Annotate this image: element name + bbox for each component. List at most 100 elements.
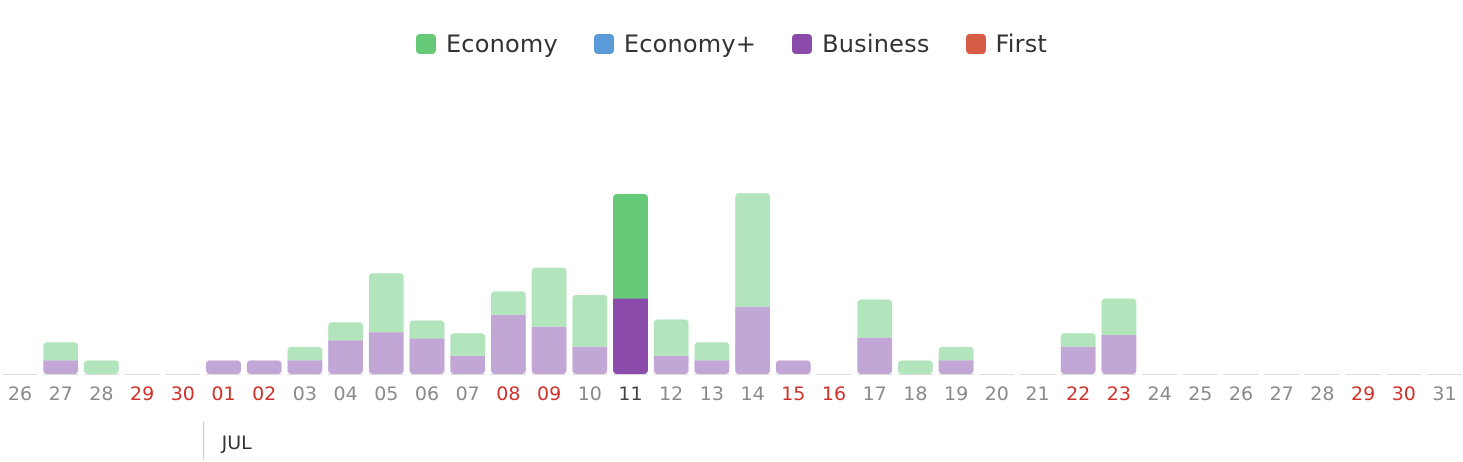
bar-segment-business bbox=[653, 355, 689, 374]
bar-segment-business bbox=[450, 355, 486, 374]
bar-group-05-9[interactable] bbox=[368, 273, 404, 374]
bar-group-04-8[interactable] bbox=[328, 322, 364, 374]
economy-swatch-icon bbox=[415, 34, 436, 54]
bar-segment-business bbox=[287, 360, 323, 374]
legend-label: First bbox=[995, 30, 1048, 58]
bar-group-18-22[interactable] bbox=[897, 360, 933, 374]
bar-group-28-2[interactable] bbox=[83, 360, 119, 374]
tick-label: 02 bbox=[252, 383, 276, 405]
bar-group-12-16[interactable] bbox=[653, 319, 689, 374]
bar-group-03-7[interactable] bbox=[287, 346, 323, 374]
first-swatch-icon bbox=[965, 34, 986, 54]
bar-segment-economy bbox=[694, 342, 730, 361]
tick-label: 10 bbox=[578, 383, 602, 405]
legend-item-business[interactable]: Business bbox=[792, 30, 929, 58]
bar-segment-economy bbox=[1060, 333, 1096, 347]
tick-label: 30 bbox=[1392, 383, 1416, 405]
bar-segment-economy bbox=[409, 320, 445, 339]
bar-segment-economy bbox=[490, 291, 526, 315]
tick-label: 17 bbox=[863, 383, 887, 405]
bar-segment-business bbox=[572, 346, 608, 374]
bar-segment-economy bbox=[572, 294, 608, 347]
legend-label: Economy bbox=[445, 30, 558, 58]
bar-segment-economy bbox=[735, 193, 771, 307]
economy-plus-swatch-icon bbox=[593, 34, 614, 54]
bar-segment-business bbox=[43, 360, 79, 374]
legend-label: Business bbox=[822, 30, 930, 58]
bar-segment-economy bbox=[653, 319, 689, 356]
bar-segment-business bbox=[409, 338, 445, 374]
bar-segment-business bbox=[206, 360, 241, 374]
tick-label: 26 bbox=[1229, 383, 1253, 405]
bar-group-23-27[interactable] bbox=[1101, 298, 1137, 374]
bar-group-07-11[interactable] bbox=[450, 333, 486, 374]
bar-segment-economy bbox=[450, 333, 486, 356]
tick-label: 15 bbox=[781, 383, 805, 405]
bar-segment-economy bbox=[287, 346, 323, 361]
tick-label: 26 bbox=[8, 383, 32, 405]
bar-group-09-13[interactable] bbox=[531, 267, 567, 374]
tick-label: 09 bbox=[537, 383, 561, 405]
tick-label: 18 bbox=[903, 383, 927, 405]
bar-group-08-12[interactable] bbox=[490, 291, 526, 374]
tick-label: 01 bbox=[211, 383, 235, 405]
bar-segment-economy bbox=[897, 360, 933, 374]
tick-label: 27 bbox=[49, 383, 73, 405]
tick-label: 29 bbox=[130, 383, 154, 405]
bar-segment-economy bbox=[857, 299, 893, 338]
bar-segment-business bbox=[735, 306, 771, 374]
business-swatch-icon bbox=[792, 34, 813, 54]
bar-segment-business bbox=[938, 360, 974, 374]
bar-segment-business bbox=[1060, 346, 1096, 374]
bar-group-27-1[interactable] bbox=[43, 342, 79, 374]
tick-label: 04 bbox=[334, 383, 358, 405]
bar-group-11-15[interactable] bbox=[613, 194, 648, 374]
tick-label: 31 bbox=[1432, 383, 1456, 405]
tick-label: 24 bbox=[1148, 383, 1172, 405]
bar-segment-business bbox=[368, 332, 404, 374]
tick-label: 29 bbox=[1351, 383, 1375, 405]
tick-label: 30 bbox=[171, 383, 195, 405]
bar-segment-business bbox=[328, 340, 364, 374]
legend-label: Economy+ bbox=[623, 30, 757, 58]
tick-label: 12 bbox=[659, 383, 683, 405]
tick-label: 11 bbox=[618, 383, 642, 405]
bar-segment-economy bbox=[938, 346, 974, 361]
bar-group-02-6[interactable] bbox=[246, 360, 282, 374]
tick-label: 28 bbox=[89, 383, 113, 405]
bar-segment-economy bbox=[328, 322, 364, 341]
tick-label: 05 bbox=[374, 383, 398, 405]
bar-segment-business bbox=[531, 326, 567, 374]
tick-label: 03 bbox=[293, 383, 317, 405]
legend-item-economy[interactable]: Economy bbox=[415, 30, 558, 58]
month-label: JUL bbox=[221, 432, 253, 454]
bar-segment-economy bbox=[1101, 298, 1137, 335]
tick-label: 06 bbox=[415, 383, 439, 405]
tick-label: 21 bbox=[1025, 383, 1049, 405]
bar-group-15-19[interactable] bbox=[775, 360, 811, 374]
tick-label: 22 bbox=[1066, 383, 1090, 405]
bar-group-14-18[interactable] bbox=[735, 193, 771, 374]
bar-segment-business bbox=[775, 360, 811, 374]
bar-group-19-23[interactable] bbox=[938, 346, 974, 374]
bar-segment-economy bbox=[83, 360, 119, 374]
bar-segment-economy bbox=[613, 194, 648, 299]
bar-group-10-14[interactable] bbox=[572, 294, 608, 374]
tick-label: 14 bbox=[741, 383, 765, 405]
bar-segment-economy bbox=[531, 267, 567, 327]
tick-label: 28 bbox=[1310, 383, 1334, 405]
bar-group-22-26[interactable] bbox=[1060, 333, 1096, 374]
bar-group-13-17[interactable] bbox=[694, 342, 730, 374]
bar-group-01-5[interactable] bbox=[206, 360, 241, 374]
legend-item-economy-plus[interactable]: Economy+ bbox=[593, 30, 757, 58]
tick-label: 13 bbox=[700, 383, 724, 405]
bar-segment-business bbox=[1101, 334, 1137, 374]
bar-group-06-10[interactable] bbox=[409, 320, 445, 374]
legend-item-first[interactable]: First bbox=[965, 30, 1048, 58]
tick-label: 20 bbox=[985, 383, 1009, 405]
bar-segment-economy bbox=[368, 273, 404, 333]
bar-segment-business bbox=[246, 360, 282, 374]
bar-group-17-21[interactable] bbox=[857, 299, 893, 374]
chart-legend: Economy Economy+ Business First bbox=[0, 28, 1463, 60]
